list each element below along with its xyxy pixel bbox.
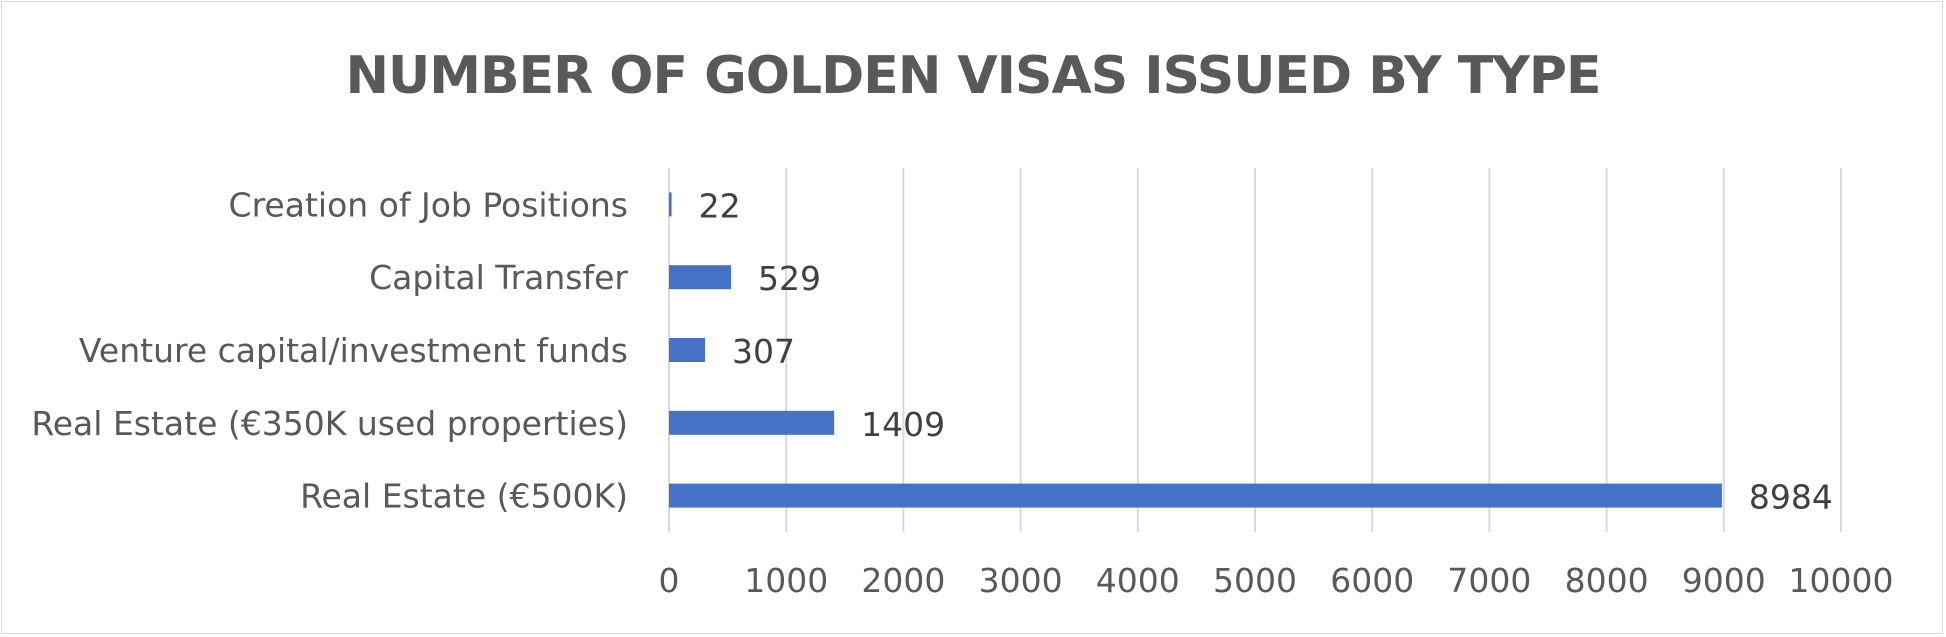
category-label-0: Creation of Job Positions (229, 185, 628, 224)
x-tick-label-2000: 2000 (861, 561, 945, 600)
x-tick-label-8000: 8000 (1565, 561, 1649, 600)
bar-4 (669, 483, 1722, 508)
data-label-3: 1409 (861, 405, 945, 444)
data-label-4: 8984 (1749, 478, 1833, 517)
bar-1 (669, 265, 731, 290)
category-label-1: Capital Transfer (369, 258, 628, 297)
category-label-4: Real Estate (€500K) (300, 477, 628, 516)
x-tick-label-10000: 10000 (1789, 561, 1894, 600)
chart-title: NUMBER OF GOLDEN VISAS ISSUED BY TYPE (345, 46, 1601, 106)
data-label-1: 529 (758, 259, 821, 298)
category-label-2: Venture capital/investment funds (79, 331, 628, 370)
x-tick-label-9000: 9000 (1682, 561, 1766, 600)
bar-0 (669, 192, 672, 217)
x-tick-label-5000: 5000 (1213, 561, 1297, 600)
x-tick-label-4000: 4000 (1096, 561, 1180, 600)
data-label-0: 22 (699, 186, 741, 225)
x-tick-label-3000: 3000 (979, 561, 1063, 600)
bar-2 (669, 338, 705, 362)
data-label-2: 307 (732, 332, 795, 371)
category-label-3: Real Estate (€350K used properties) (31, 404, 628, 443)
x-tick-label-0: 0 (659, 561, 680, 600)
x-tick-label-7000: 7000 (1447, 561, 1531, 600)
x-tick-label-6000: 6000 (1330, 561, 1414, 600)
bar-3 (669, 410, 835, 435)
x-tick-label-1000: 1000 (744, 561, 828, 600)
